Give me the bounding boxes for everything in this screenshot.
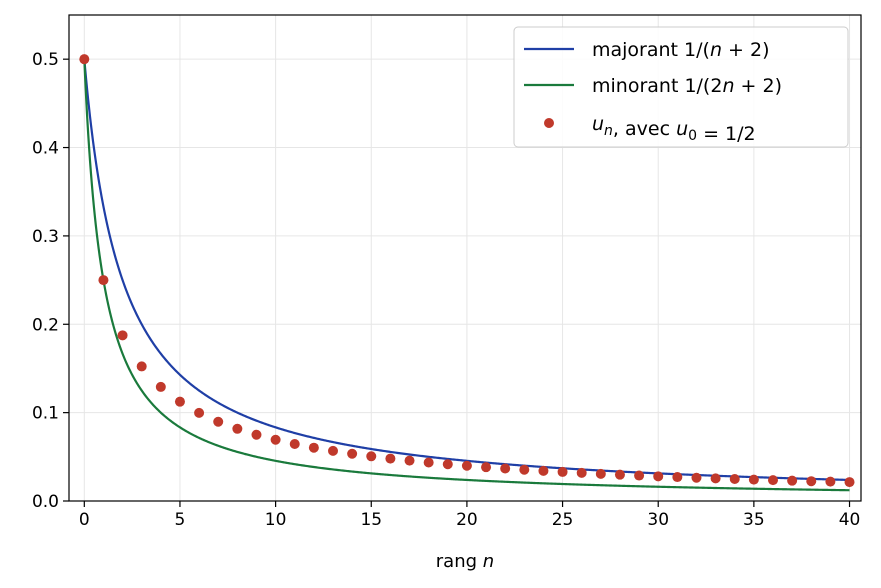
- legend: majorant 1/(n + 2)minorant 1/(2n + 2)un,…: [513, 26, 849, 148]
- legend-label-minorant: minorant 1/(2n + 2): [592, 75, 782, 97]
- legend-label-majorant: majorant 1/(n + 2): [592, 39, 770, 61]
- data-point: [576, 467, 587, 478]
- data-point: [174, 396, 185, 407]
- plot-frame: [68, 14, 862, 502]
- data-point: [117, 330, 128, 341]
- x-tick-label: 25: [552, 510, 574, 530]
- data-point: [461, 460, 472, 471]
- minorant-line: [83, 59, 850, 492]
- y-tick-label: 0.3: [32, 227, 59, 247]
- data-point: [251, 429, 262, 440]
- data-point: [519, 464, 530, 475]
- data-point: [748, 474, 759, 485]
- legend-label-part: u: [676, 118, 688, 140]
- data-point: [500, 463, 511, 474]
- y-tick-label: 0.5: [32, 50, 59, 70]
- legend-label-part: n: [710, 39, 722, 61]
- data-point: [806, 476, 817, 487]
- data-point: [232, 423, 243, 434]
- x-tick-label: 15: [360, 510, 382, 530]
- axis-ticks: 0 5 10 15 20 25 30 35 40 0.0 0.1 0.2 0.3 0.4 0.5: [32, 50, 860, 530]
- legend-label-part: minorant 1/(2: [592, 75, 722, 97]
- data-point: [634, 470, 645, 481]
- legend-label-part: n: [604, 123, 613, 139]
- legend-label-part: 0: [688, 128, 697, 144]
- data-point: [768, 475, 778, 486]
- x-tick-label: 0: [79, 510, 90, 530]
- data-point: [366, 451, 377, 462]
- data-point: [787, 475, 798, 486]
- legend-label-part: n: [722, 75, 734, 97]
- legend-label-part: + 2): [734, 75, 782, 97]
- x-axis-label-prefix: rang: [436, 551, 483, 572]
- data-point: [213, 416, 224, 427]
- data-point: [328, 445, 338, 456]
- x-tick-label: 20: [456, 510, 478, 530]
- data-point: [538, 465, 549, 476]
- data-point: [347, 448, 358, 459]
- legend-label-part: majorant 1/(: [592, 39, 710, 61]
- data-point: [136, 361, 147, 372]
- data-point: [194, 407, 205, 418]
- data-point: [710, 473, 721, 484]
- legend-label-points: un, avec u0 = 1/2: [592, 113, 756, 145]
- x-axis-label-var: n: [483, 551, 494, 572]
- data-point: [385, 453, 396, 464]
- y-tick-label: 0.2: [32, 315, 59, 335]
- legend-label-part: = 1/2: [697, 123, 756, 145]
- y-tick-label: 0.1: [32, 404, 59, 424]
- data-point: [155, 381, 166, 392]
- data-point: [79, 54, 90, 65]
- legend-label-part: + 2): [722, 39, 770, 61]
- data-point: [825, 476, 836, 487]
- data-point: [423, 457, 434, 468]
- data-point: [844, 477, 855, 488]
- legend-swatch-points: [544, 118, 554, 128]
- data-point: [672, 472, 683, 483]
- legend-label-part: u: [592, 113, 604, 135]
- data-point: [653, 471, 664, 482]
- data-point: [729, 473, 740, 484]
- y-tick-label: 0.4: [32, 139, 59, 159]
- x-tick-label: 30: [647, 510, 669, 530]
- x-tick-label: 10: [265, 510, 287, 530]
- x-tick-label: 5: [175, 510, 186, 530]
- data-point: [595, 468, 606, 479]
- x-tick-label: 40: [839, 510, 861, 530]
- data-point: [308, 442, 319, 453]
- data-point: [289, 439, 300, 450]
- y-tick-label: 0.0: [32, 492, 59, 512]
- legend-box: [513, 26, 849, 148]
- plot-series: [79, 54, 855, 492]
- data-point: [98, 275, 109, 286]
- data-point: [614, 469, 625, 480]
- data-point: [691, 472, 702, 483]
- data-point: [270, 434, 281, 445]
- data-point: [481, 462, 492, 473]
- x-tick-label: 35: [743, 510, 765, 530]
- data-point: [442, 459, 453, 470]
- data-point: [404, 455, 415, 466]
- x-axis-label: rang n: [436, 551, 494, 572]
- data-point: [557, 466, 568, 477]
- legend-label-part: , avec: [613, 118, 676, 140]
